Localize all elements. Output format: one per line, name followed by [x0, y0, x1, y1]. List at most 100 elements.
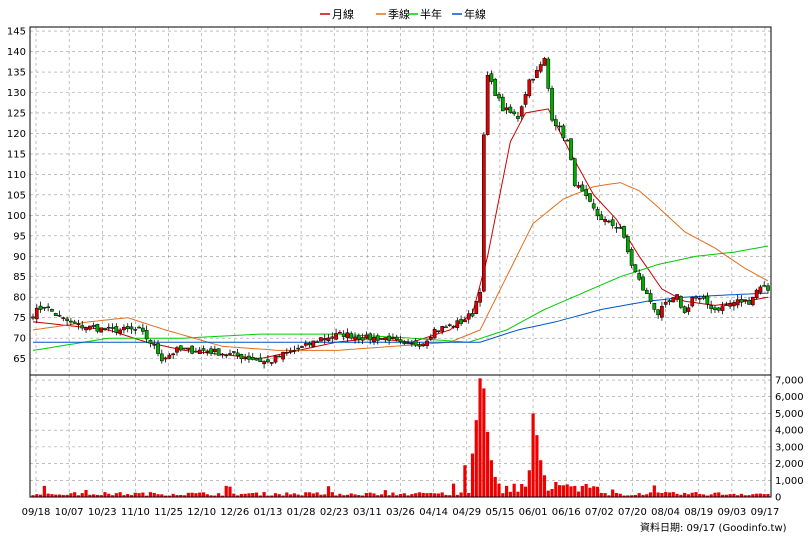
- candle-body: [591, 203, 596, 209]
- candle-body: [95, 323, 100, 332]
- volume-bar: [38, 494, 43, 497]
- candle-body: [284, 352, 289, 354]
- candle-body: [152, 343, 157, 346]
- x-tick-label: 09/03: [717, 507, 746, 518]
- volume-bar: [228, 486, 232, 497]
- candle-body: [338, 332, 342, 334]
- candle-body: [720, 305, 725, 311]
- candle-body: [553, 119, 558, 127]
- x-tick-label: 08/19: [684, 507, 713, 518]
- price-tick-label: 85: [13, 272, 26, 283]
- price-tick-label: 135: [7, 68, 26, 79]
- volume-bar: [126, 494, 130, 497]
- candle-body: [607, 220, 611, 223]
- volume-bar: [516, 491, 520, 497]
- candle-body: [250, 357, 255, 360]
- candle-body: [406, 342, 410, 345]
- candle-body: [122, 326, 126, 331]
- volume-bar: [569, 486, 573, 497]
- volume-bar: [520, 483, 524, 497]
- source-note: 資料日期: 09/17 (Goodinfo.tw): [640, 521, 787, 534]
- volume-bar: [474, 420, 478, 497]
- candle-body: [76, 323, 81, 326]
- volume-bar: [368, 492, 372, 497]
- volume-tick-label: 3,000: [775, 442, 804, 453]
- volume-bar: [576, 491, 581, 497]
- volume-bar: [357, 495, 361, 497]
- candle-body: [504, 107, 509, 111]
- volume-bar: [239, 493, 243, 497]
- volume-bar: [391, 492, 395, 497]
- candle-body: [364, 334, 369, 339]
- volume-bar: [217, 493, 221, 497]
- candle-body: [478, 292, 482, 303]
- candle-body: [167, 354, 172, 359]
- volume-bar: [618, 493, 622, 497]
- candle-body: [307, 342, 312, 346]
- candle-body: [463, 319, 467, 322]
- volume-bar: [110, 495, 115, 497]
- candle-body: [114, 326, 119, 333]
- candle-body: [141, 327, 145, 332]
- candle-body: [436, 330, 441, 332]
- volume-bar: [133, 492, 137, 497]
- volume-panel-frame: [29, 374, 772, 498]
- volume-bar: [345, 494, 350, 497]
- candle-body: [508, 106, 513, 113]
- volume-bar: [512, 483, 516, 497]
- volume-bar: [353, 494, 357, 497]
- price-tick-label: 65: [13, 354, 26, 365]
- volume-bar: [285, 492, 289, 497]
- legend: 月線 季線 半年 年線: [320, 7, 486, 21]
- volume-bar: [436, 493, 440, 497]
- volume-bar: [296, 494, 300, 497]
- volume-bar: [595, 486, 600, 497]
- candle-body: [531, 78, 535, 81]
- candle-body: [159, 353, 164, 362]
- legend-half-year: 半年: [420, 7, 442, 21]
- candle-body: [171, 353, 176, 356]
- candle-body: [72, 321, 77, 324]
- volume-bar: [622, 495, 626, 497]
- candle-body: [69, 320, 73, 323]
- volume-bar: [432, 493, 437, 497]
- candle-body: [84, 327, 88, 331]
- ma-quarter-line: [32, 182, 769, 351]
- volume-bar: [372, 493, 376, 497]
- volume-bar: [84, 490, 88, 497]
- volume-bar: [160, 494, 164, 497]
- volume-tick-label: 1,000: [775, 476, 804, 487]
- volume-tick-label: 5,000: [775, 409, 804, 420]
- candle-body: [254, 358, 259, 361]
- x-tick-label: 03/26: [386, 507, 415, 518]
- candle-body: [38, 305, 43, 310]
- x-tick-label: 01/28: [287, 507, 316, 518]
- volume-bar: [46, 493, 50, 497]
- candle-body: [201, 348, 206, 351]
- volume-bar: [190, 492, 194, 497]
- candle-body: [220, 353, 225, 356]
- candle-body: [580, 184, 585, 192]
- volume-bar: [270, 495, 274, 497]
- volume-bar: [626, 495, 630, 497]
- volume-bar: [652, 485, 656, 497]
- volume-bar: [709, 494, 713, 497]
- x-tick-label: 12/26: [220, 507, 249, 518]
- legend-month: 月線: [332, 7, 354, 21]
- volume-bar: [592, 486, 596, 497]
- volume-bar: [69, 493, 73, 497]
- candle-body: [466, 313, 471, 320]
- candle-body: [512, 111, 517, 115]
- candle-body: [322, 338, 327, 341]
- candle-body: [186, 347, 191, 350]
- x-tick-label: 03/11: [353, 507, 382, 518]
- price-tick-label: 130: [7, 88, 26, 99]
- candle-body: [46, 306, 51, 309]
- candle-body: [239, 354, 244, 360]
- x-tick-label: 06/16: [552, 507, 581, 518]
- volume-bar: [179, 494, 183, 497]
- volume-bar: [724, 494, 728, 497]
- candle-body: [258, 357, 263, 363]
- candle-body: [538, 64, 543, 72]
- candle-body: [379, 338, 384, 340]
